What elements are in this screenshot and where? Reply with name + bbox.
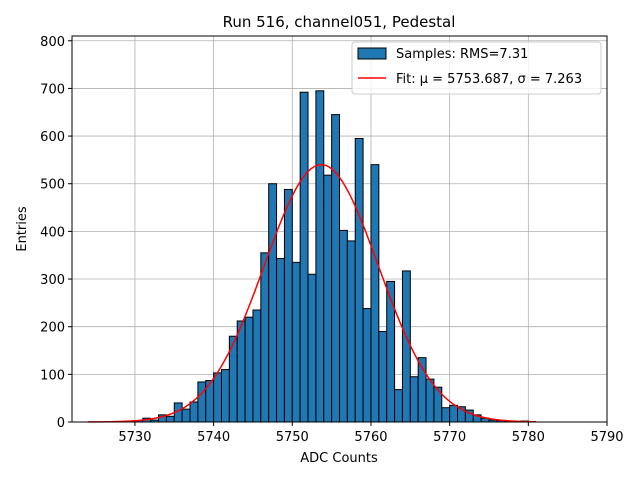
histogram-bar xyxy=(401,270,411,423)
histogram-bar xyxy=(354,137,364,423)
histogram-bar xyxy=(283,188,293,423)
x-tick-label: 5750 xyxy=(276,430,309,445)
histogram-bar xyxy=(409,376,419,423)
histogram-bar xyxy=(189,401,199,423)
x-tick-label: 5760 xyxy=(354,430,387,445)
histogram-bar xyxy=(441,407,451,423)
y-axis-label: Entries xyxy=(15,206,30,252)
x-tick-label: 5770 xyxy=(433,430,466,445)
y-tick-label: 700 xyxy=(40,82,65,97)
plot-area: 5730 5740 5750 5760 5770 5780 5790 0 100 200 300 4… xyxy=(40,35,623,445)
histogram-bar xyxy=(378,330,388,423)
histogram-bar xyxy=(299,91,309,423)
legend-label-fit: Fit: μ = 5753.687, σ = 7.263 xyxy=(396,72,582,87)
histogram-bar xyxy=(449,404,459,423)
histogram-bar xyxy=(276,258,285,423)
histogram-bar xyxy=(244,316,254,423)
histogram-bar xyxy=(268,183,278,423)
histogram-bar xyxy=(291,261,301,423)
x-tick-label: 5740 xyxy=(197,430,230,445)
x-axis-ticks: 5730 5740 5750 5760 5770 5780 5790 xyxy=(118,422,624,445)
x-tick-label: 5790 xyxy=(590,430,623,445)
histogram-bar xyxy=(370,164,380,423)
y-tick-label: 0 xyxy=(57,416,65,431)
y-tick-label: 100 xyxy=(40,368,65,383)
chart-title: Run 516, channel051, Pedestal xyxy=(223,13,456,31)
histogram-bar xyxy=(331,114,341,423)
histogram-bar xyxy=(197,381,207,423)
histogram-bar xyxy=(425,378,435,423)
histogram-bar xyxy=(236,320,246,423)
x-axis-label: ADC Counts xyxy=(300,451,378,466)
histogram-bar xyxy=(386,280,396,423)
x-tick-label: 5780 xyxy=(512,430,545,445)
y-axis-ticks: 0 100 200 300 400 500 600 700 800 xyxy=(40,35,72,431)
histogram-bar xyxy=(220,369,230,423)
histogram-bars xyxy=(134,90,529,423)
y-tick-label: 300 xyxy=(40,273,65,288)
fit-curve xyxy=(87,163,537,423)
y-tick-label: 400 xyxy=(40,225,65,240)
y-tick-label: 600 xyxy=(40,130,65,145)
histogram-bar xyxy=(394,389,403,423)
histogram-bar xyxy=(213,372,222,423)
histogram-bar xyxy=(181,408,191,423)
histogram-bar xyxy=(323,174,333,423)
y-tick-label: 200 xyxy=(40,321,65,336)
y-tick-label: 500 xyxy=(40,178,65,193)
x-tick-label: 5730 xyxy=(118,430,151,445)
histogram-bar xyxy=(362,308,372,423)
legend-swatch-samples xyxy=(357,47,387,60)
legend: Samples: RMS=7.31 Fit: μ = 5753.687, σ =… xyxy=(351,41,602,95)
histogram-bar xyxy=(307,273,317,423)
histogram-bar xyxy=(339,229,348,423)
histogram-bar xyxy=(346,240,356,423)
plot-frame xyxy=(71,35,608,423)
y-tick-label: 800 xyxy=(40,35,65,50)
legend-box xyxy=(351,41,602,95)
histogram-bar xyxy=(165,415,175,423)
legend-label-samples: Samples: RMS=7.31 xyxy=(396,47,528,62)
histogram-bar xyxy=(252,309,262,423)
histogram-bar xyxy=(260,252,270,423)
histogram-bar xyxy=(315,90,325,423)
